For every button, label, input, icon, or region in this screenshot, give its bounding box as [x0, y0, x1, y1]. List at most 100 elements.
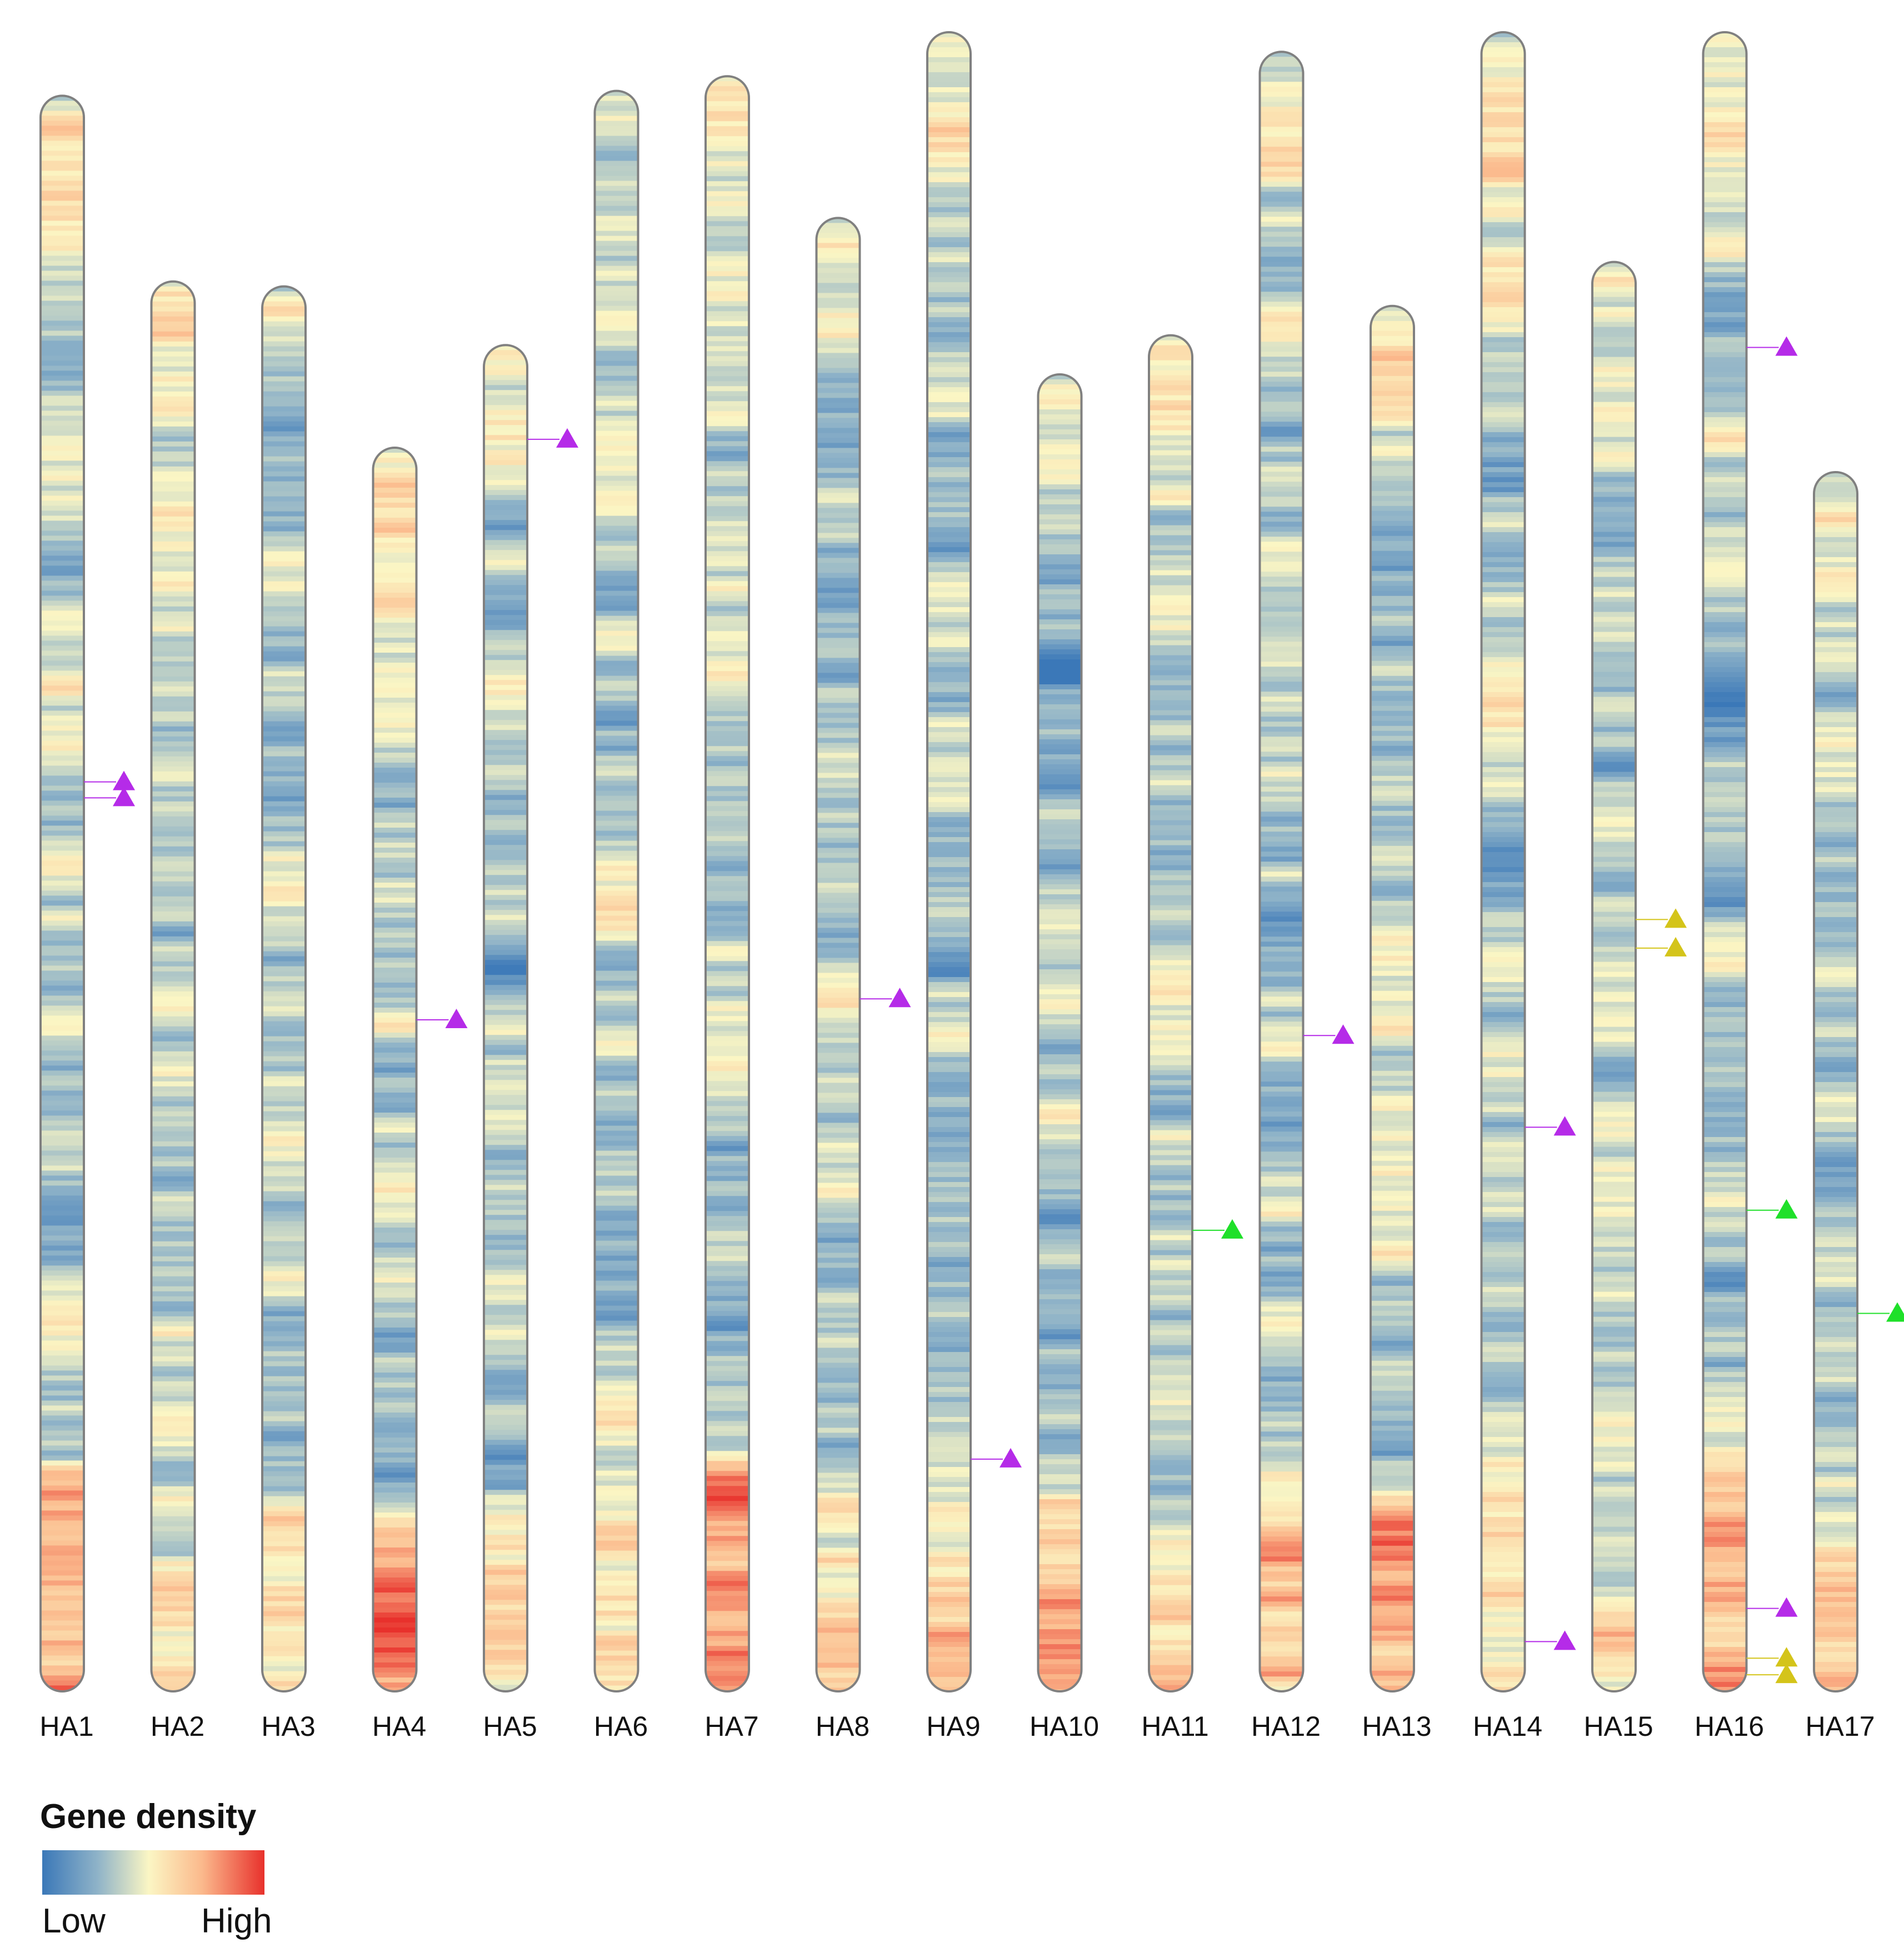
- density-band: [1371, 550, 1414, 557]
- density-band: [927, 177, 971, 183]
- density-band: [1703, 1397, 1747, 1403]
- density-band: [1260, 1086, 1303, 1092]
- density-band: [816, 1388, 860, 1393]
- density-band: [41, 445, 84, 451]
- density-band: [1703, 447, 1747, 453]
- density-band: [484, 710, 527, 715]
- density-band: [816, 718, 860, 723]
- density-band: [373, 1193, 417, 1198]
- density-band: [151, 991, 195, 997]
- density-band: [1038, 444, 1082, 450]
- density-band: [1038, 439, 1082, 445]
- density-band: [927, 382, 971, 388]
- density-band: [594, 1520, 638, 1526]
- density-band: [1592, 952, 1636, 958]
- density-band: [1038, 414, 1082, 420]
- density-band: [151, 386, 195, 392]
- density-band: [1481, 1397, 1525, 1403]
- density-band: [151, 941, 195, 947]
- density-band: [1038, 519, 1082, 525]
- density-band: [151, 396, 195, 402]
- density-band: [41, 610, 84, 616]
- density-band: [1592, 1606, 1636, 1613]
- density-band: [1149, 1235, 1192, 1241]
- density-band: [1592, 1671, 1636, 1677]
- density-band: [151, 1096, 195, 1102]
- density-band: [927, 152, 971, 158]
- density-band: [927, 1232, 971, 1238]
- density-band: [151, 456, 195, 462]
- density-band: [1371, 995, 1414, 1001]
- density-band: [1703, 1547, 1747, 1553]
- density-band: [706, 771, 749, 777]
- density-band: [484, 1630, 527, 1635]
- density-band: [1149, 1005, 1192, 1011]
- density-band: [1038, 769, 1082, 775]
- density-band: [594, 1365, 638, 1371]
- density-band: [262, 1401, 306, 1407]
- density-band: [151, 406, 195, 412]
- density-band: [41, 1550, 84, 1556]
- density-band: [1703, 417, 1747, 423]
- density-band: [1149, 1590, 1192, 1596]
- density-band: [484, 940, 527, 945]
- density-band: [41, 326, 84, 331]
- density-band: [151, 1396, 195, 1402]
- density-band: [816, 828, 860, 833]
- density-band: [262, 1161, 306, 1167]
- density-band: [1260, 477, 1303, 482]
- density-band: [484, 1150, 527, 1155]
- density-band: [816, 1632, 860, 1638]
- density-band: [1703, 1262, 1747, 1268]
- density-band: [706, 1266, 749, 1271]
- density-band: [594, 1045, 638, 1051]
- density-band: [484, 965, 527, 970]
- density-band: [816, 433, 860, 438]
- density-band: [1038, 1629, 1082, 1635]
- density-band: [373, 518, 417, 523]
- density-band: [1371, 870, 1414, 877]
- density-band: [1481, 1267, 1525, 1273]
- density-band: [151, 996, 195, 1002]
- density-band: [1703, 1007, 1747, 1013]
- density-band: [262, 906, 306, 912]
- density-band: [1703, 47, 1747, 53]
- density-band: [41, 545, 84, 551]
- density-band: [484, 510, 527, 515]
- density-band: [1592, 1531, 1636, 1538]
- density-band: [484, 1345, 527, 1350]
- density-band: [816, 558, 860, 563]
- density-band: [594, 1065, 638, 1071]
- density-band: [262, 481, 306, 487]
- density-band: [151, 776, 195, 782]
- density-band: [706, 1426, 749, 1431]
- density-band: [816, 893, 860, 898]
- density-band: [816, 1293, 860, 1298]
- density-band: [262, 1531, 306, 1537]
- density-band: [484, 1040, 527, 1045]
- density-band: [41, 1485, 84, 1491]
- density-band: [594, 700, 638, 707]
- density-band: [1038, 384, 1082, 390]
- density-band: [1149, 1555, 1192, 1561]
- density-band: [484, 350, 527, 355]
- density-band: [1481, 467, 1525, 473]
- density-band: [484, 450, 527, 455]
- density-band: [1149, 1520, 1192, 1526]
- density-band: [1814, 852, 1857, 858]
- density-band: [1481, 992, 1525, 998]
- density-band: [373, 1133, 417, 1138]
- density-band: [706, 991, 749, 996]
- density-band: [262, 1506, 306, 1512]
- density-band: [151, 1476, 195, 1482]
- density-band: [1149, 795, 1192, 801]
- density-band: [706, 1396, 749, 1401]
- density-band: [1592, 532, 1636, 538]
- density-band: [484, 535, 527, 540]
- density-band: [151, 446, 195, 452]
- density-band: [1703, 907, 1747, 913]
- density-band: [1703, 362, 1747, 368]
- density-band: [484, 390, 527, 395]
- density-band: [1592, 1356, 1636, 1363]
- density-band: [816, 1583, 860, 1588]
